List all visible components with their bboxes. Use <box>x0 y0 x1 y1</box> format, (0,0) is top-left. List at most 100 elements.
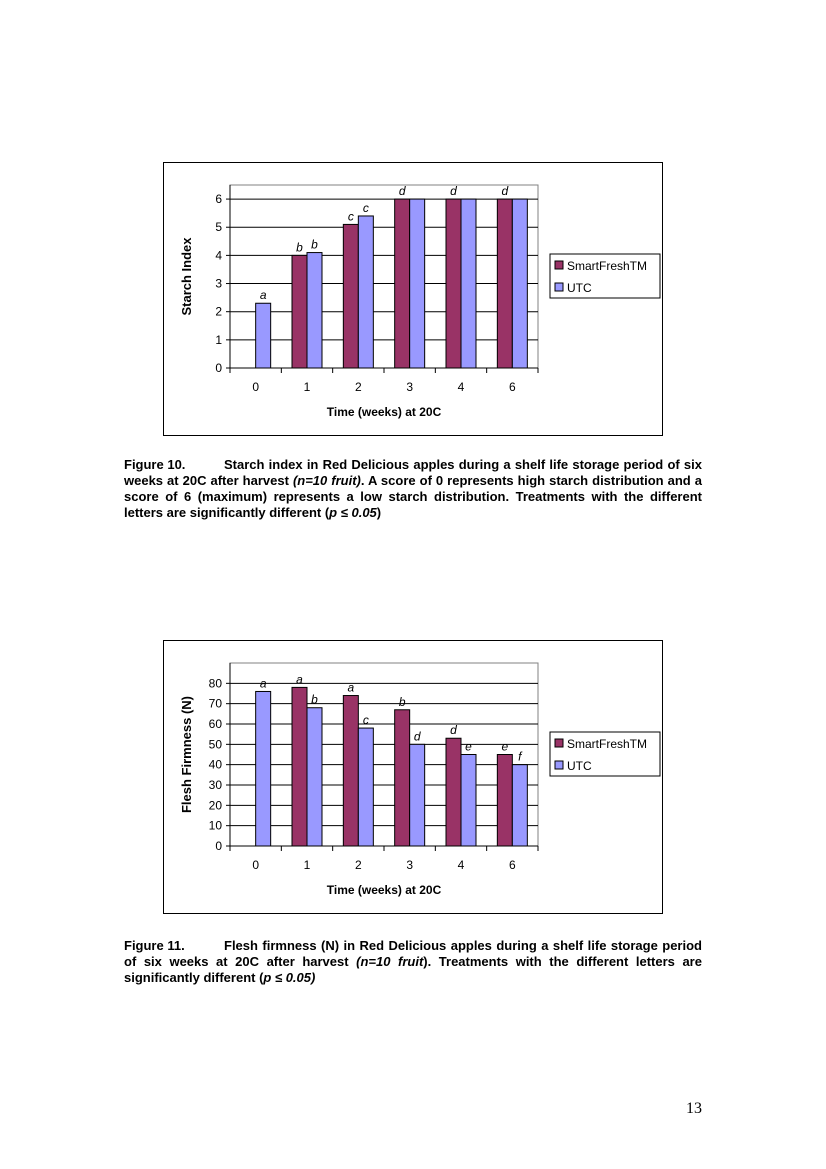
x-axis-title: Time (weeks) at 20C <box>327 405 442 419</box>
figure-10-label: Figure 10. <box>124 457 186 472</box>
utc-bar <box>511 198 528 369</box>
figure-11-text-italic-1: (n=10 fruit <box>356 954 424 969</box>
y-tick-label: 0 <box>215 361 222 375</box>
smartfresh-bar <box>291 686 308 847</box>
x-tick-label: 4 <box>458 380 465 394</box>
utc-bar <box>409 743 426 847</box>
significance-letter: d <box>414 729 421 743</box>
x-tick-label: 6 <box>509 858 516 872</box>
legend-swatch <box>554 260 564 270</box>
y-tick-label: 3 <box>215 277 222 291</box>
figure-10-text-3: ) <box>376 505 382 520</box>
significance-letter: d <box>399 184 406 198</box>
significance-letter: c <box>363 201 369 215</box>
legend-label: SmartFreshTM <box>567 737 647 751</box>
significance-letter: d <box>501 184 508 198</box>
y-tick-label: 20 <box>209 798 223 812</box>
significance-letter: c <box>348 209 354 223</box>
significance-letter: a <box>260 676 267 690</box>
significance-letter: a <box>347 681 354 695</box>
y-axis-title: Flesh Firmness (N) <box>179 696 194 813</box>
utc-bar <box>306 252 323 369</box>
legend-label: UTC <box>567 759 592 773</box>
figure-10-text-2: . A score of 0 represents high starch di… <box>124 473 702 520</box>
figure-10-caption: Figure 10. Starch index in Red Delicious … <box>124 457 702 521</box>
starch-index-chart-svg: 0 1 2 3 4 5 6 0 1 2 3 4 6 b c d d d a b c Time (weeks) at 20C… <box>179 184 661 419</box>
y-tick-label: 1 <box>215 333 222 347</box>
utc-bar <box>357 727 374 847</box>
x-tick-label: 0 <box>252 380 259 394</box>
figure-11-text-2: ). Treatments with the different letters… <box>124 954 702 985</box>
significance-letter: e <box>501 740 508 754</box>
smartfresh-bar <box>342 223 359 369</box>
figure-10-text-italic-1: (n=10 fruit) <box>292 473 361 488</box>
y-tick-label: 6 <box>215 192 222 206</box>
y-tick-label: 10 <box>209 819 223 833</box>
figure-11-caption: Figure 11. Flesh firmness (N) in Red Deli… <box>124 938 702 986</box>
figure-11-text-1: Flesh firmness (N) in Red Delicious appl… <box>124 938 702 969</box>
significance-letter: b <box>311 693 318 707</box>
legend-label: UTC <box>567 281 592 295</box>
utc-bar <box>409 198 426 369</box>
x-axis-title: Time (weeks) at 20C <box>327 883 442 897</box>
figure-10-text-italic-2: p ≤ 0.05 <box>329 505 377 520</box>
y-tick-label: 0 <box>215 839 222 853</box>
y-tick-label: 60 <box>209 717 223 731</box>
x-tick-label: 1 <box>304 858 311 872</box>
significance-letter: e <box>465 740 472 754</box>
figure-11-text-italic-2: p ≤ 0.05) <box>263 970 316 985</box>
figure-11-label: Figure 11. <box>124 938 185 953</box>
utc-bar <box>255 690 272 847</box>
utc-bar <box>511 764 528 847</box>
plot-area <box>229 184 539 369</box>
smartfresh-bar <box>496 754 513 847</box>
legend-label: SmartFreshTM <box>567 259 647 273</box>
y-tick-label: 30 <box>209 778 223 792</box>
x-tick-label: 1 <box>304 380 311 394</box>
smartfresh-bar <box>496 198 513 369</box>
utc-bar <box>460 198 477 369</box>
smartfresh-bar <box>445 737 462 847</box>
utc-bar <box>460 754 477 847</box>
significance-letter: d <box>450 184 457 198</box>
legend-box <box>549 253 661 299</box>
legend-box <box>549 731 661 777</box>
y-tick-label: 4 <box>215 248 222 262</box>
significance-letter: b <box>311 238 318 252</box>
significance-letter: a <box>260 288 267 302</box>
utc-bar <box>255 302 272 369</box>
x-tick-label: 6 <box>509 380 516 394</box>
y-tick-label: 70 <box>209 697 223 711</box>
x-tick-label: 0 <box>252 858 259 872</box>
significance-letter: a <box>296 672 303 686</box>
legend-swatch <box>554 760 564 770</box>
y-tick-label: 5 <box>215 220 222 234</box>
figure-10-text-1: Starch index in Red Delicious apples dur… <box>124 457 702 488</box>
significance-letter: b <box>296 240 303 254</box>
smartfresh-bar <box>394 709 411 847</box>
flesh-firmness-chart: 0 10 20 30 40 50 60 70 80 0 1 2 3 4 6 a a b d e a b c d e f Time (… <box>163 640 663 914</box>
smartfresh-bar <box>394 198 411 369</box>
x-tick-label: 3 <box>406 858 413 872</box>
x-tick-label: 2 <box>355 858 362 872</box>
y-tick-label: 80 <box>209 676 223 690</box>
starch-index-chart: 0 1 2 3 4 5 6 0 1 2 3 4 6 b c d d d a b c Time (weeks) at 20C… <box>163 162 663 436</box>
y-tick-label: 2 <box>215 305 222 319</box>
significance-letter: f <box>518 750 523 764</box>
y-tick-label: 40 <box>209 758 223 772</box>
smartfresh-bar <box>342 695 359 847</box>
legend-swatch <box>554 738 564 748</box>
significance-letter: d <box>450 723 457 737</box>
x-tick-label: 4 <box>458 858 465 872</box>
x-tick-label: 3 <box>406 380 413 394</box>
utc-bar <box>306 707 323 847</box>
legend-swatch <box>554 282 564 292</box>
y-axis-title: Starch Index <box>179 237 194 316</box>
x-tick-label: 2 <box>355 380 362 394</box>
significance-letter: b <box>399 695 406 709</box>
smartfresh-bar <box>445 198 462 369</box>
significance-letter: c <box>363 713 369 727</box>
page-number: 13 <box>686 1100 702 1117</box>
smartfresh-bar <box>291 254 308 369</box>
